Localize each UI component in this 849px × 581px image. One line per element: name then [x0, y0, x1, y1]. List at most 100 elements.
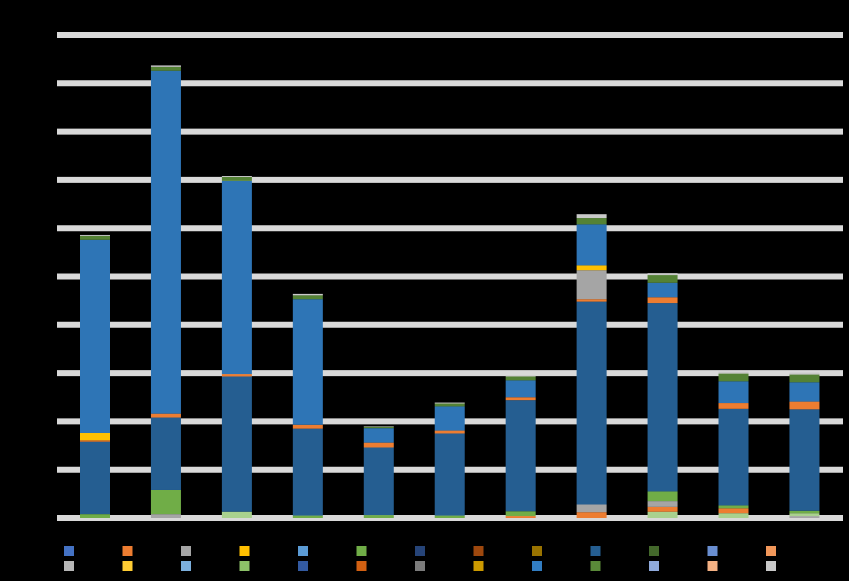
legend-swatch — [356, 561, 367, 571]
legend-swatch — [532, 561, 542, 571]
bar-segment — [576, 512, 607, 518]
bar-segment — [718, 505, 749, 509]
legend-swatch — [298, 561, 308, 571]
bar-segment — [363, 428, 394, 443]
bar-stack — [221, 176, 252, 518]
legend-swatch — [298, 546, 308, 556]
bar-segment — [150, 65, 181, 67]
bar-segment — [80, 239, 110, 433]
bar-segment — [789, 374, 820, 383]
bar-segment — [292, 515, 323, 518]
bar-segment — [80, 441, 110, 515]
bar-segment — [221, 176, 252, 178]
legend-swatch — [181, 561, 191, 571]
legend-swatch — [707, 546, 718, 556]
bar-segment — [576, 299, 607, 302]
bar-segment — [150, 413, 181, 418]
bar-segment — [647, 303, 678, 492]
bar-segment — [221, 511, 252, 518]
bar-segment — [647, 501, 678, 507]
bar-segment — [434, 430, 465, 434]
legend-swatch — [707, 561, 718, 571]
bar-segment — [150, 417, 181, 490]
bar-segment — [576, 301, 607, 505]
bar-segment — [718, 373, 749, 382]
bar-segment — [292, 299, 323, 425]
bar-segment — [150, 489, 181, 515]
bar-segment — [80, 514, 110, 518]
bar-segment — [789, 409, 820, 511]
bar-segment — [647, 506, 678, 512]
legend-swatch — [649, 561, 659, 571]
legend-swatch — [64, 546, 74, 556]
bar-segment — [150, 514, 181, 518]
bars — [80, 65, 820, 518]
bar-segment — [789, 372, 820, 375]
legend-swatch — [415, 546, 425, 556]
bar-segment — [505, 400, 536, 512]
legend-swatch — [239, 546, 250, 556]
bar-stack — [647, 273, 678, 518]
bar-segment — [434, 433, 465, 516]
bar-segment — [292, 295, 323, 300]
bar-segment — [789, 516, 820, 518]
bar-segment — [363, 426, 394, 427]
legend — [64, 546, 776, 571]
legend-swatch — [766, 561, 776, 571]
bar-segment — [647, 275, 678, 283]
bar-segment — [576, 270, 607, 300]
bar-segment — [363, 442, 394, 448]
bar-segment — [150, 70, 181, 414]
bar-segment — [150, 66, 181, 71]
bar-segment — [80, 440, 110, 442]
bar-segment — [718, 403, 749, 409]
bar-segment — [505, 511, 536, 517]
legend-swatch — [356, 546, 367, 556]
bar-stack — [505, 375, 536, 518]
bar-segment — [789, 513, 820, 517]
bar-segment — [576, 218, 607, 225]
bar-stack — [434, 402, 465, 518]
legend-swatch — [649, 546, 659, 556]
bar-stack — [789, 372, 820, 518]
bar-segment — [718, 381, 749, 404]
bar-segment — [434, 402, 465, 404]
bar-segment — [576, 265, 607, 271]
bar-segment — [789, 382, 820, 402]
legend-swatch — [122, 546, 133, 556]
legend-swatch — [590, 561, 601, 571]
bar-segment — [576, 504, 607, 513]
legend-swatch — [122, 561, 133, 571]
bar-segment — [789, 510, 820, 514]
bar-segment — [292, 293, 323, 296]
gridlines — [57, 32, 843, 521]
bar-segment — [80, 234, 110, 236]
bar-stack — [150, 65, 181, 518]
bar-segment — [647, 282, 678, 298]
bar-segment — [363, 426, 394, 429]
bar-segment — [221, 177, 252, 181]
bar-segment — [576, 224, 607, 266]
bar-stack — [80, 234, 110, 518]
bar-stack — [576, 214, 607, 518]
bar-segment — [292, 428, 323, 516]
bar-segment — [505, 375, 536, 377]
bar-segment — [363, 515, 394, 518]
bar-stack — [292, 293, 323, 518]
legend-swatch — [239, 561, 250, 571]
bar-segment — [647, 491, 678, 502]
legend-swatch — [590, 546, 601, 556]
bar-segment — [221, 180, 252, 375]
legend-swatch — [64, 561, 74, 571]
bar-stack — [363, 426, 394, 518]
bar-segment — [576, 214, 607, 219]
legend-swatch — [415, 561, 425, 571]
legend-swatch — [181, 546, 191, 556]
bar-segment — [647, 511, 678, 518]
bar-segment — [505, 380, 536, 398]
bar-segment — [718, 513, 749, 518]
bar-segment — [505, 516, 536, 518]
bar-segment — [434, 406, 465, 431]
bar-segment — [434, 515, 465, 518]
bar-segment — [505, 397, 536, 401]
